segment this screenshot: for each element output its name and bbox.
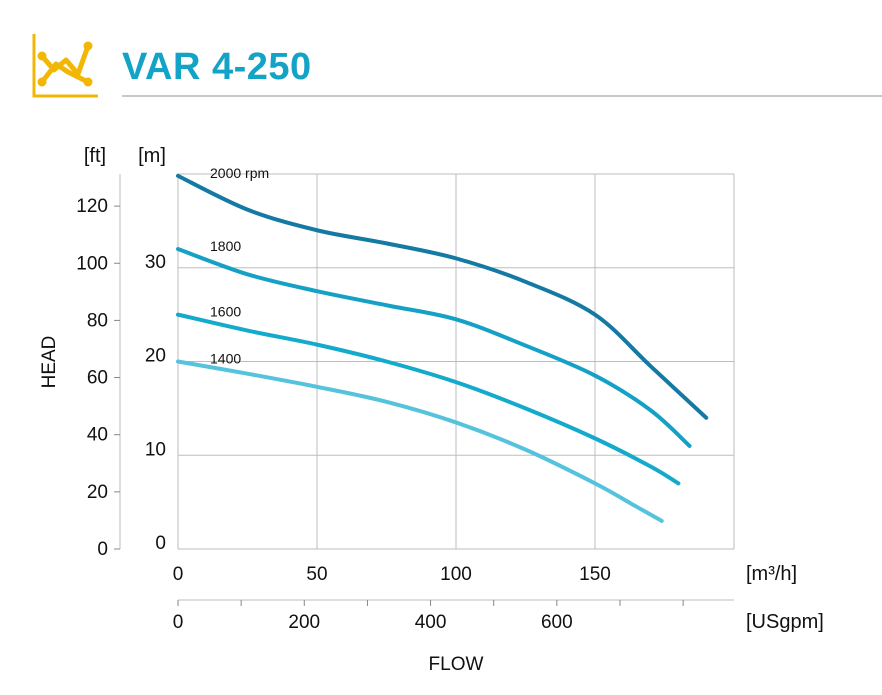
series-line <box>176 247 692 448</box>
series-line <box>176 312 681 486</box>
grid-lines <box>177 173 735 550</box>
meter-tick-label: 0 <box>155 533 166 554</box>
x-tick-label-m3h: 50 <box>306 564 327 585</box>
series-line <box>176 359 664 523</box>
series-label: 2000 rpm <box>210 165 269 181</box>
y-unit-m: [m] <box>138 145 166 167</box>
x-tick-label-usgpm: 200 <box>288 612 320 633</box>
axes: 0 20 40 60 80 100 120 0 10 20 30 0 50 100 150 0 200 400 60… <box>76 174 734 633</box>
x-tick-label-usgpm: 0 <box>173 612 184 633</box>
series-labels: 2000 rpm 1800 1600 1400 <box>210 165 269 367</box>
series-lines <box>176 173 709 523</box>
x-tick-label-usgpm: 600 <box>541 612 573 633</box>
feet-tick-label: 20 <box>87 482 108 503</box>
feet-tick-label: 60 <box>87 368 108 389</box>
x-unit-usgpm: [USgpm] <box>746 611 824 633</box>
x-tick-label-usgpm: 400 <box>415 612 447 633</box>
x-tick-label-m3h: 150 <box>579 564 611 585</box>
feet-tick-label: 120 <box>76 196 108 217</box>
y-unit-ft: [ft] <box>84 145 106 167</box>
y-axis-label: HEAD <box>39 336 60 389</box>
feet-tick-label: 100 <box>76 253 108 274</box>
title-divider <box>122 95 882 97</box>
feet-tick-label: 80 <box>87 310 108 331</box>
meter-tick-label: 10 <box>145 439 166 460</box>
series-line <box>176 173 709 420</box>
x-axis-label: FLOW <box>429 654 484 675</box>
series-label: 1400 <box>210 351 241 367</box>
feet-tick-label: 40 <box>87 425 108 446</box>
x-unit-m3h: [m³/h] <box>746 563 797 585</box>
meter-tick-label: 30 <box>145 252 166 273</box>
x-tick-label-m3h: 100 <box>440 564 472 585</box>
x-tick-label-m3h: 0 <box>173 564 184 585</box>
line-chart-icon <box>32 34 98 98</box>
feet-tick-label: 0 <box>97 539 108 560</box>
meter-tick-label: 20 <box>145 346 166 367</box>
series-label: 1600 <box>210 304 241 320</box>
page-title: VAR 4-250 <box>122 46 312 88</box>
series-label: 1800 <box>210 238 241 254</box>
